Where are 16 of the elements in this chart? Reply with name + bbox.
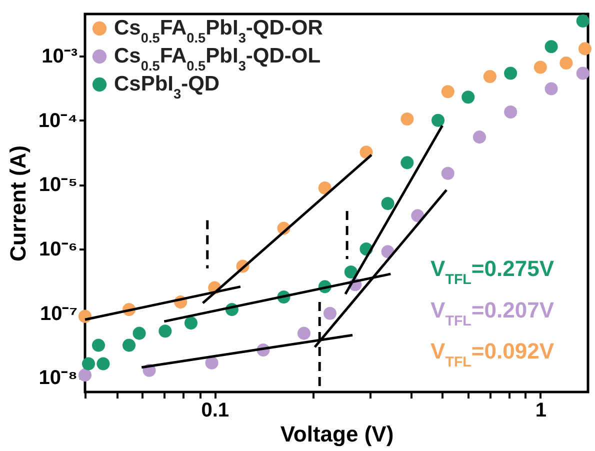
y-axis-title: Current (A)	[5, 145, 30, 262]
annotation: V$_{TFL}$=0.275V	[430, 256, 554, 288]
y-tick-label: 10⁻⁵	[38, 174, 78, 196]
legend-label: Cs$_{0.5}$FA$_{0.5}$PbI$_{3}$-QD-OR	[114, 16, 323, 45]
x-tick-label: 1	[535, 400, 546, 422]
annotation: V$_{TFL}$=0.207V	[430, 297, 554, 330]
x-tick-label: 0.1	[201, 400, 230, 422]
legend-label: CsPbI$_{3}$-QD	[114, 72, 220, 101]
y-tick-label: 10⁻⁴	[38, 110, 78, 132]
y-tick-label: 10⁻⁷	[40, 302, 78, 325]
annotation: V$_{TFL}$=0.092V	[430, 338, 554, 370]
y-tick-label: 10⁻⁶	[39, 238, 78, 261]
legend-label: Cs$_{0.5}$FA$_{0.5}$PbI$_{3}$-QD-OL	[114, 44, 321, 73]
x-axis-title: Voltage (V)	[280, 422, 394, 446]
y-tick-label: 10⁻⁸	[38, 367, 78, 390]
y-tick-label: 10⁻³	[42, 46, 78, 68]
